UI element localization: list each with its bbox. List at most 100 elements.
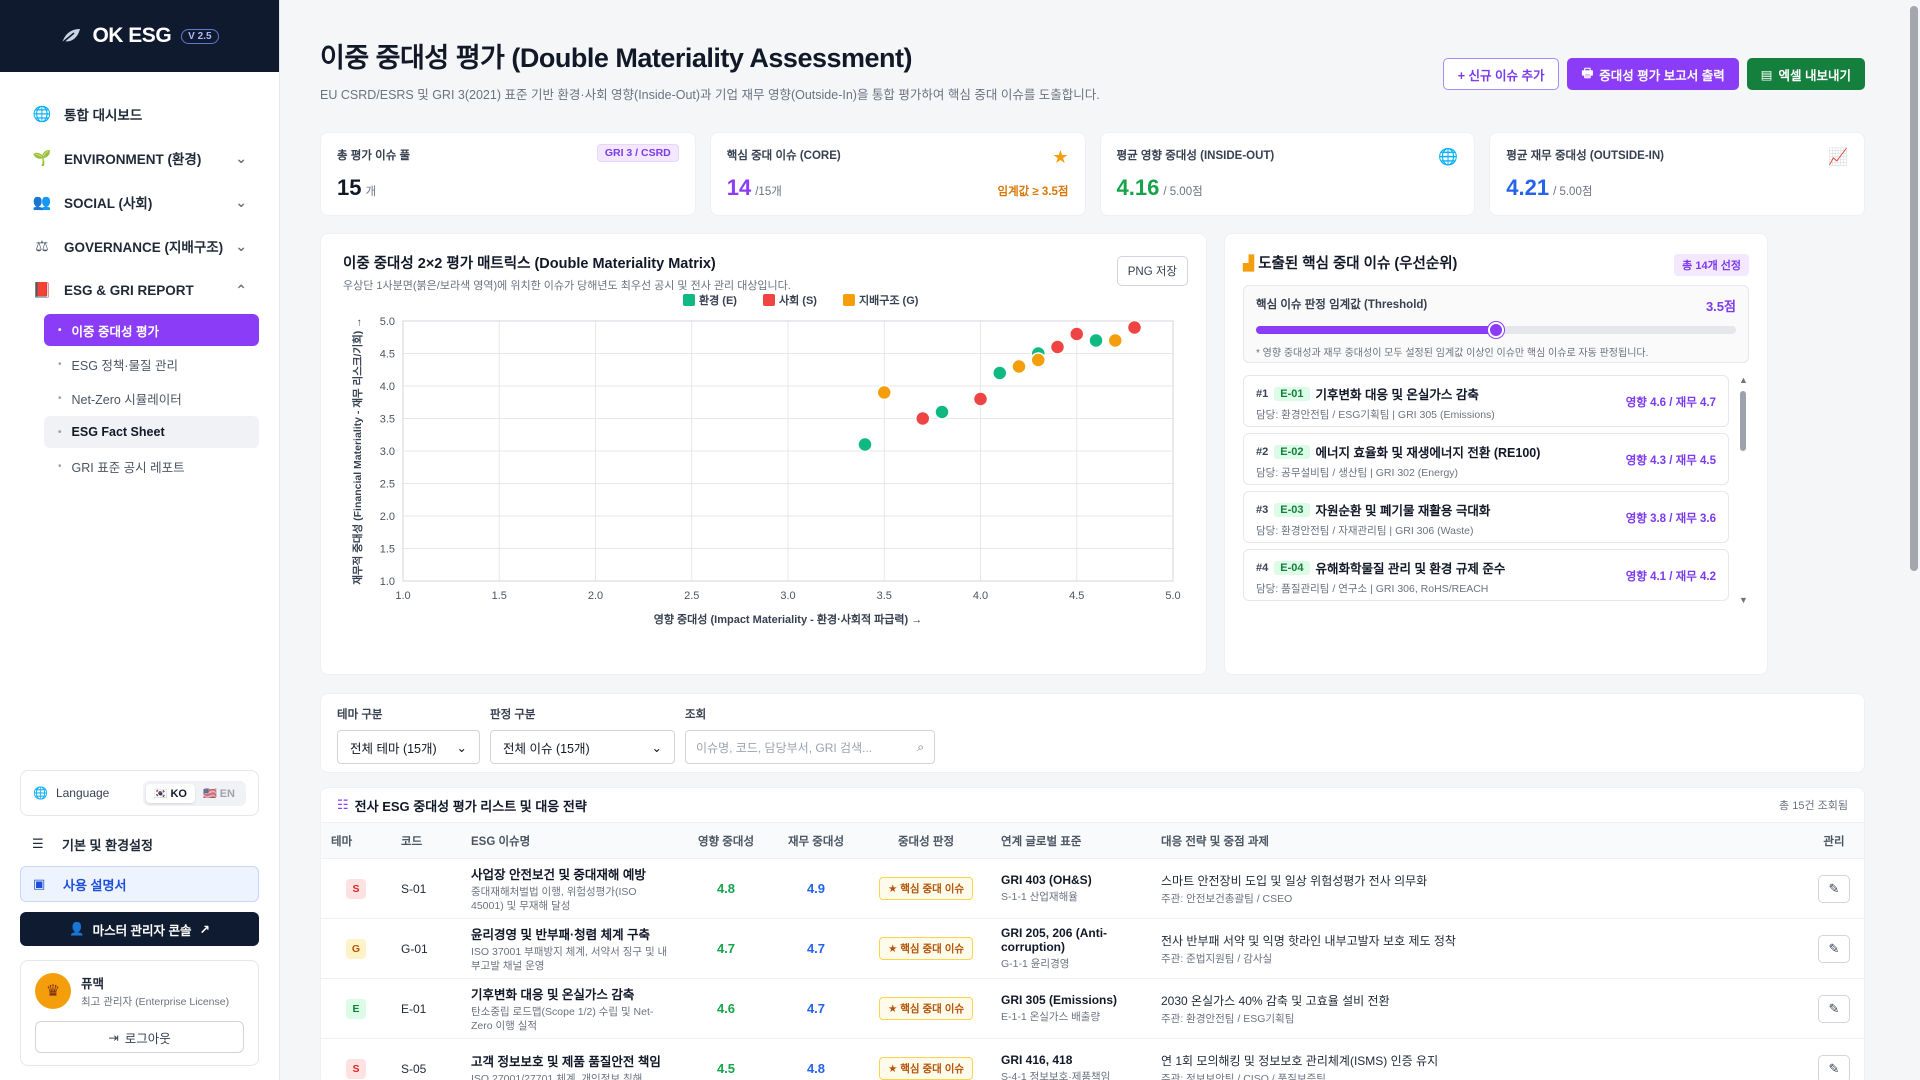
edit-icon[interactable]: ✎ <box>1818 1054 1850 1080</box>
theme-badge: G <box>346 938 366 959</box>
list-item[interactable]: #4 E-04 유해화학물질 관리 및 환경 규제 준수 담당: 품질관리팀 / 연… <box>1243 549 1729 601</box>
cell-standard: GRI 305 (Emissions) <box>1001 993 1118 1007</box>
book-icon: 📕 <box>32 282 52 299</box>
user-shield-icon: 👤 <box>68 921 85 936</box>
theme-select[interactable]: 전체 테마 (15개) ⌄ <box>337 730 480 764</box>
cell-issue-name: 고객 정보보호 및 제품 품질안전 책임 <box>471 1054 661 1069</box>
sub-item-gri-report[interactable]: GRI 표준 공시 레포트 <box>44 450 259 482</box>
data-point <box>972 391 989 407</box>
threshold-slider[interactable] <box>1256 322 1736 338</box>
sprout-icon: 🌱 <box>32 150 52 167</box>
theme-badge: E <box>346 998 366 1019</box>
nav-report[interactable]: 📕 ESG & GRI REPORT ⌃ <box>20 268 259 312</box>
nav-governance[interactable]: ⚖ GOVERNANCE (지배구조) ⌄ <box>20 224 259 268</box>
nav-social[interactable]: 👥 SOCIAL (사회) ⌄ <box>20 180 259 224</box>
nav-dashboard[interactable]: 🌐 통합 대시보드 <box>20 92 259 136</box>
matrix-subtitle: 우상단 1사분면(붉은/보라색 영역)에 위치한 이슈가 당해년도 최우선 공시… <box>343 280 791 292</box>
lang-en-button[interactable]: 🇺🇸 EN <box>202 787 235 800</box>
table-row[interactable]: S S-01 사업장 안전보건 및 중대재해 예방 중대재해처벌법 이행, 위험성… <box>321 858 1864 919</box>
brand-bar: OK ESG V 2.5 <box>0 0 279 72</box>
lang-ko-button[interactable]: 🇰🇷 KO <box>145 783 195 803</box>
issue-list-scrollbar[interactable]: ▲ ▼ <box>1737 375 1749 605</box>
kpi-avg-financial: 평균 재무 중대성 (OUTSIDE-IN) 4.21/ 5.00점 📈 <box>1489 132 1865 216</box>
core-issues-card: ▟ 도출된 핵심 중대 이슈 (우선순위) 총 14개 선정 핵심 이슈 판정 … <box>1224 233 1768 675</box>
chevron-down-icon: ⌄ <box>235 193 247 210</box>
edit-icon[interactable]: ✎ <box>1818 994 1850 1023</box>
scroll-down-icon[interactable]: ▼ <box>1739 595 1748 605</box>
issue-table-title: 전사 ESG 중대성 평가 리스트 및 대응 전략 <box>354 798 587 814</box>
page-scroll-thumb[interactable] <box>1910 6 1918 571</box>
master-console-button[interactable]: 👤 마스터 관리자 콘솔 ↗ <box>20 912 259 946</box>
png-save-button[interactable]: PNG 저장 <box>1116 256 1188 286</box>
col-strategy: 대응 전략 및 중점 과제 <box>1151 822 1804 859</box>
cell-strategy: 연 1회 모의해킹 및 정보보호 관리체계(ISMS) 인증 유지 <box>1161 1053 1439 1068</box>
threshold-slider-handle[interactable] <box>1488 322 1504 338</box>
issue-table-card: ☷ 전사 ESG 중대성 평가 리스트 및 대응 전략 총 15건 조회됨 테마… <box>320 787 1865 1080</box>
search-input[interactable]: 이슈명, 코드, 담당부서, GRI 검색... ⌕ <box>685 730 935 764</box>
nav-environment-label: ENVIRONMENT (환경) <box>64 152 202 167</box>
data-point <box>876 384 892 401</box>
issue-code: E-04 <box>1274 560 1310 575</box>
judge-select[interactable]: 전체 이슈 (15개) ⌄ <box>490 730 675 764</box>
report-submenu: 이중 중대성 평가 ESG 정책·물질 관리 Net-Zero 시뮬레이터 ES… <box>20 314 259 482</box>
cell-financial: 4.7 <box>771 918 861 979</box>
chevron-down-icon: ⌄ <box>456 740 467 755</box>
issue-title: 유해화학물질 관리 및 환경 규제 준수 <box>1315 562 1506 576</box>
list-item[interactable]: #1 E-01 기후변화 대응 및 온실가스 감축 담당: 환경안전팀 / ESG기… <box>1243 375 1729 427</box>
legend-swatch <box>683 294 695 306</box>
kpi-threshold: 임계값 ≥ 3.5점 <box>997 186 1069 198</box>
edit-icon[interactable]: ✎ <box>1818 934 1850 963</box>
cell-standard-sub: S-1-1 산업재해율 <box>1001 891 1078 903</box>
printer-icon: 🖶 <box>1581 65 1594 80</box>
x-tick-label: 1.5 <box>492 590 507 602</box>
plot-frame <box>402 320 1174 582</box>
cell-financial: 4.9 <box>771 858 861 919</box>
table-row[interactable]: S S-05 고객 정보보호 및 제품 품질안전 책임 ISO 27001/277… <box>321 1038 1864 1080</box>
judge-filter-label: 판정 구분 <box>490 709 536 721</box>
add-issue-button[interactable]: + 신규 이슈 추가 <box>1442 58 1560 90</box>
list-item[interactable]: #2 E-02 에너지 효율화 및 재생에너지 전환 (RE100) 담당: 공무설… <box>1243 433 1729 485</box>
sub-item-double-materiality[interactable]: 이중 중대성 평가 <box>44 314 259 346</box>
excel-export-button[interactable]: ▤ 엑셀 내보내기 <box>1746 58 1865 90</box>
cell-strategy: 2030 온실가스 40% 감축 및 고효율 설비 전환 <box>1161 993 1390 1008</box>
print-report-button[interactable]: 🖶 중대성 평가 보고서 출력 <box>1567 58 1739 90</box>
edit-icon[interactable]: ✎ <box>1818 874 1850 903</box>
cell-issue-desc: 중대재해처벌법 이행, 위험성평가(ISO 45001) 및 무재해 달성 <box>471 885 637 912</box>
scale-icon: ⚖ <box>35 238 49 255</box>
cell-standard: GRI 416, 418 <box>1001 1053 1073 1067</box>
search-filter: 조회 이슈명, 코드, 담당부서, GRI 검색... ⌕ <box>685 706 935 764</box>
nav-environment[interactable]: 🌱 ENVIRONMENT (환경) ⌄ <box>20 136 259 180</box>
legend-swatch <box>843 294 855 306</box>
logout-button[interactable]: ⇥ 로그아웃 <box>35 1021 244 1053</box>
data-point <box>1030 352 1046 368</box>
core-issue-pill: ★ 핵심 중대 이슈 <box>878 997 974 1020</box>
x-tick-label: 2.5 <box>684 590 699 602</box>
sub-item-netzero[interactable]: Net-Zero 시뮬레이터 <box>44 382 259 414</box>
page-header: 이중 중대성 평가 (Double Materiality Assessment… <box>320 36 1865 103</box>
x-tick-label: 2.0 <box>588 590 603 602</box>
users-icon: 👥 <box>32 194 52 211</box>
table-row[interactable]: G G-01 윤리경영 및 반부패·청렴 체계 구축 ISO 37001 부패방지… <box>321 918 1864 979</box>
settings-link[interactable]: ☰ 기본 및 환경설정 <box>20 826 259 862</box>
core-issue-pill: ★ 핵심 중대 이슈 <box>878 937 974 960</box>
manual-link[interactable]: ▣ 사용 설명서 <box>20 866 259 902</box>
cell-code: S-05 <box>391 1038 461 1080</box>
col-impact: 영향 중대성 <box>681 822 771 859</box>
sub-item-policy[interactable]: ESG 정책·물질 관리 <box>44 348 259 380</box>
scroll-thumb[interactable] <box>1740 391 1746 451</box>
list-item[interactable]: #3 E-03 자원순환 및 폐기물 재활용 극대화 담당: 환경안전팀 / 자재관… <box>1243 491 1729 543</box>
y-tick-label: 3.5 <box>380 414 395 426</box>
theme-badge: S <box>346 878 366 899</box>
excel-export-label: 엑셀 내보내기 <box>1778 68 1851 83</box>
col-financial: 재무 중대성 <box>771 822 861 859</box>
cell-financial: 4.7 <box>771 978 861 1039</box>
data-point <box>1069 326 1085 342</box>
table-row[interactable]: E E-01 기후변화 대응 및 온실가스 감축 탄소중립 로드맵(Scope 1… <box>321 978 1864 1039</box>
page-scrollbar[interactable] <box>1910 0 1918 1080</box>
legend-label: 사회 (S) <box>779 294 817 307</box>
data-point <box>857 436 873 453</box>
scroll-up-icon[interactable]: ▲ <box>1739 375 1748 385</box>
col-standard: 연계 글로벌 표준 <box>991 822 1151 859</box>
data-point <box>934 404 950 420</box>
sub-item-factsheet[interactable]: ESG Fact Sheet <box>44 416 259 448</box>
